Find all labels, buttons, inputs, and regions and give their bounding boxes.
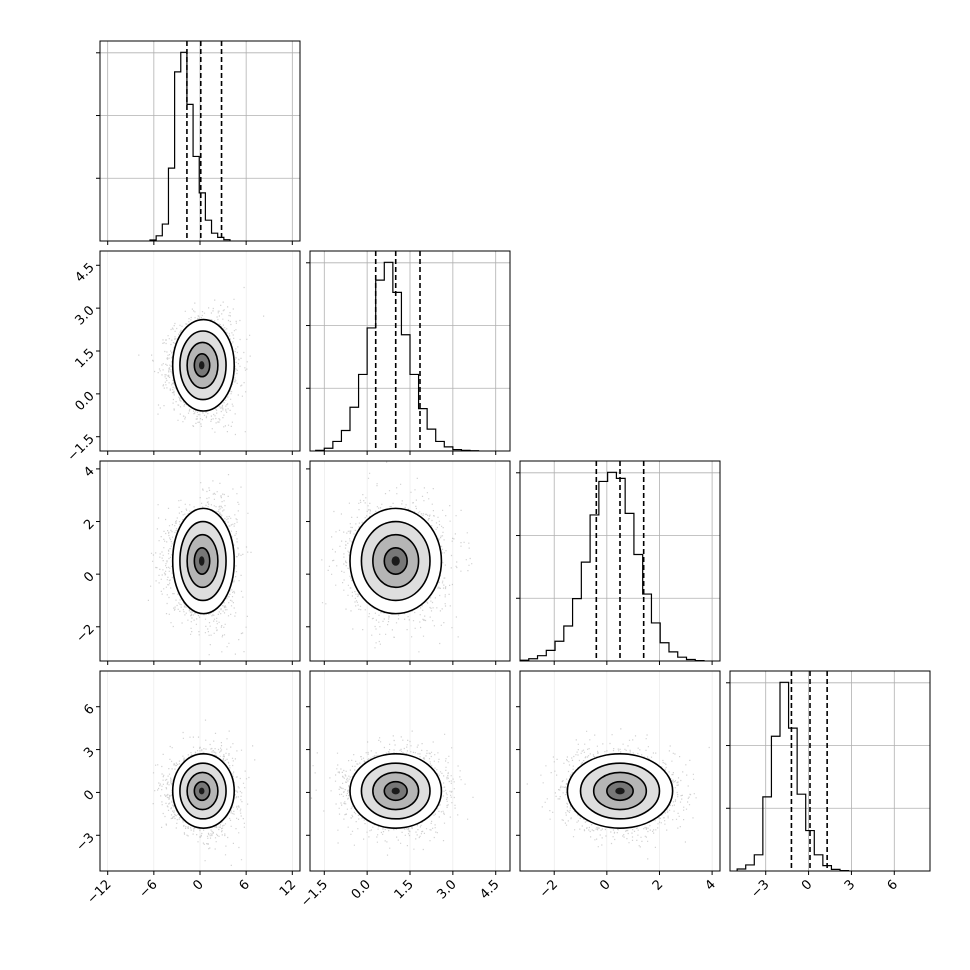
panel-content xyxy=(100,41,300,241)
density-contour xyxy=(198,361,205,370)
x-tick-label: 0 xyxy=(799,877,815,893)
x-tick-label: 0.0 xyxy=(349,877,374,902)
y-tick-label: 3 xyxy=(81,745,97,761)
panel-2-2 xyxy=(516,460,721,665)
y-tick-label: 3.0 xyxy=(72,303,97,328)
x-tick-label: 6 xyxy=(237,877,253,893)
x-tick-label: −2 xyxy=(537,877,561,901)
histogram-step xyxy=(736,681,850,871)
density-contour xyxy=(198,556,205,566)
panel-content xyxy=(321,461,497,661)
x-tick-label: 6 xyxy=(885,877,901,893)
panel-frame xyxy=(519,670,721,872)
panel-content xyxy=(526,671,713,871)
y-tick-label: 6 xyxy=(81,702,97,718)
y-tick-label: −3 xyxy=(73,830,97,854)
x-tick-label: 2 xyxy=(650,877,666,893)
panel-3-2 xyxy=(516,670,721,875)
histogram-step xyxy=(520,471,705,661)
y-tick-label: 1.5 xyxy=(72,346,97,371)
y-tick-label: 0 xyxy=(81,787,97,803)
panel-content xyxy=(107,251,293,451)
x-tick-label: −3 xyxy=(748,877,772,901)
panel-2-1 xyxy=(306,460,511,665)
x-tick-label: 12 xyxy=(277,877,299,899)
panel-1-0 xyxy=(96,250,301,455)
histogram-step xyxy=(149,51,231,241)
panel-3-3 xyxy=(726,670,931,875)
density-contour xyxy=(615,787,625,795)
x-tick-label: 4 xyxy=(702,877,718,893)
panel-frame xyxy=(519,460,721,662)
density-contour xyxy=(391,787,400,795)
y-tick-label: −2 xyxy=(73,622,97,646)
panel-2-0 xyxy=(96,460,301,665)
y-tick-label: 0.0 xyxy=(72,389,97,414)
y-tick-label: −1.5 xyxy=(65,432,98,465)
density-contour xyxy=(391,556,400,566)
panel-content xyxy=(107,671,293,871)
x-tick-label: −6 xyxy=(137,877,161,901)
x-tick-label: −1.5 xyxy=(298,877,331,910)
y-tick-label: 4.5 xyxy=(72,260,97,285)
x-tick-label: 0 xyxy=(190,877,206,893)
x-tick-label: 3.0 xyxy=(434,877,459,902)
y-tick-label: 2 xyxy=(81,517,97,533)
histogram-step xyxy=(315,261,480,451)
panel-0-0 xyxy=(96,40,301,245)
y-tick-label: 0 xyxy=(81,569,97,585)
panel-content xyxy=(520,461,720,661)
x-tick-label: 4.5 xyxy=(477,877,502,902)
density-contour xyxy=(198,787,205,795)
y-tick-label: 4 xyxy=(81,464,97,480)
panel-3-0 xyxy=(96,670,301,875)
panel-content xyxy=(107,461,293,661)
panel-content xyxy=(730,671,930,871)
panel-3-1 xyxy=(306,670,511,875)
x-tick-label: −12 xyxy=(85,877,115,907)
x-tick-label: 1.5 xyxy=(392,877,417,902)
x-tick-label: 3 xyxy=(842,877,858,893)
x-tick-label: 0 xyxy=(597,877,613,893)
panel-1-1 xyxy=(306,250,511,455)
panel-content xyxy=(310,251,510,451)
panel-frame xyxy=(729,670,931,872)
panel-content xyxy=(310,671,497,871)
